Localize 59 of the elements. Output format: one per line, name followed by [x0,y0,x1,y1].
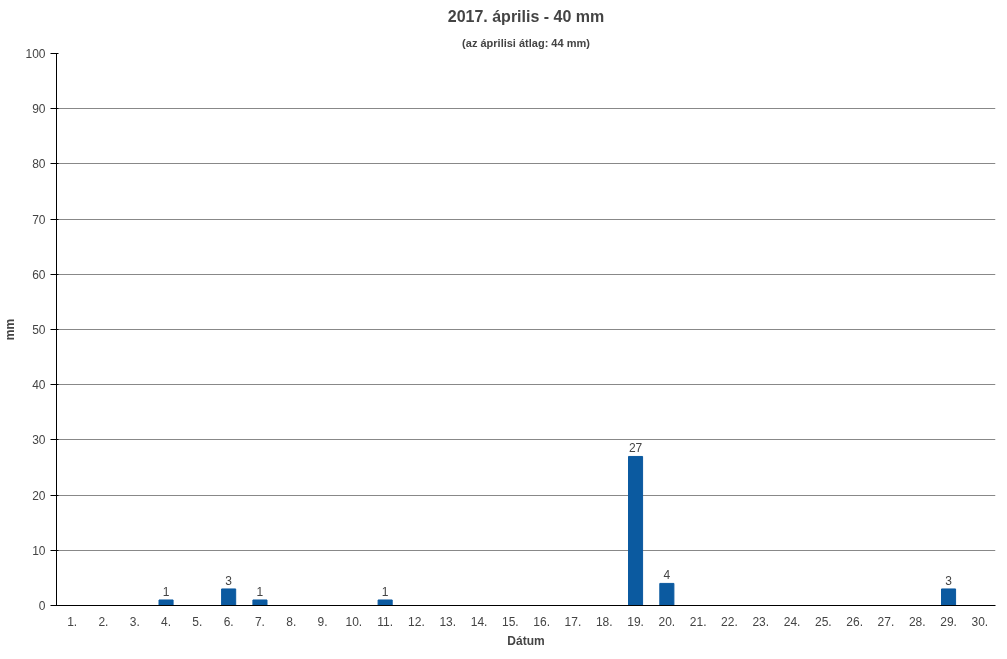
data-label: 1 [162,584,170,599]
x-tick-label: 23. [752,614,770,629]
x-tick-label: 16. [533,614,550,629]
x-tick-label: 7. [254,614,265,629]
x-tick-label: 30. [971,614,989,629]
y-tick-label: 80 [32,157,46,172]
x-tick-label: 17. [564,614,582,629]
x-tick-label: 8. [286,614,297,629]
x-tick-label: 5. [192,614,203,629]
bar [221,588,237,606]
x-tick-label: 11. [377,614,394,629]
bar [377,599,393,606]
bar [941,588,957,606]
x-tick-label: 6. [223,614,234,629]
y-axis-title: mm [3,318,18,341]
x-tick-label: 19. [627,614,644,629]
x-tick-label: 12. [408,614,425,629]
x-tick-label: 13. [439,614,457,629]
x-tick-label: 15. [502,614,519,629]
x-tick-label: 4. [161,614,172,629]
x-tick-label: 28. [908,614,926,629]
y-tick-label: 50 [32,323,46,337]
x-tick-label: 22. [721,614,738,629]
bar [659,582,675,606]
x-tick-label: 10. [345,614,363,629]
x-tick-label: 2. [98,614,109,629]
data-label: 1 [256,584,264,599]
data-label: 1 [381,584,389,599]
x-tick-label: 25. [815,614,832,629]
x-tick-label: 14. [470,614,488,629]
y-tick-label: 10 [32,543,46,558]
x-tick-label: 21. [689,614,707,629]
y-tick-label: 100 [25,47,46,61]
chart-title: 2017. április - 40 mm [447,7,605,25]
x-tick-label: 1. [67,614,78,629]
y-tick-label: 30 [32,433,46,448]
y-tick-label: 40 [32,378,46,393]
y-tick-label: 0 [38,599,46,613]
data-label: 4 [663,568,671,583]
y-tick-label: 60 [32,267,46,282]
x-tick-label: 26. [846,614,863,629]
x-tick-label: 9. [317,614,328,629]
x-tick-label: 24. [783,614,801,629]
x-tick-label: 29. [940,614,957,629]
bar [158,599,174,606]
bar [628,455,644,606]
x-axis-title: Dátum [507,633,545,648]
x-tick-label: 27. [877,614,895,629]
x-tick-label: 20. [658,614,676,629]
y-tick-label: 20 [32,488,46,503]
y-tick-label: 90 [32,102,46,117]
y-tick-label: 70 [32,212,46,227]
data-label: 27 [628,441,643,456]
x-tick-label: 3. [129,614,140,629]
chart-subtitle: (az áprilisi átlag: 44 mm) [462,36,591,49]
data-label: 3 [945,573,953,588]
bar [252,599,268,606]
x-tick-label: 18. [595,614,613,629]
data-label: 3 [225,573,233,588]
